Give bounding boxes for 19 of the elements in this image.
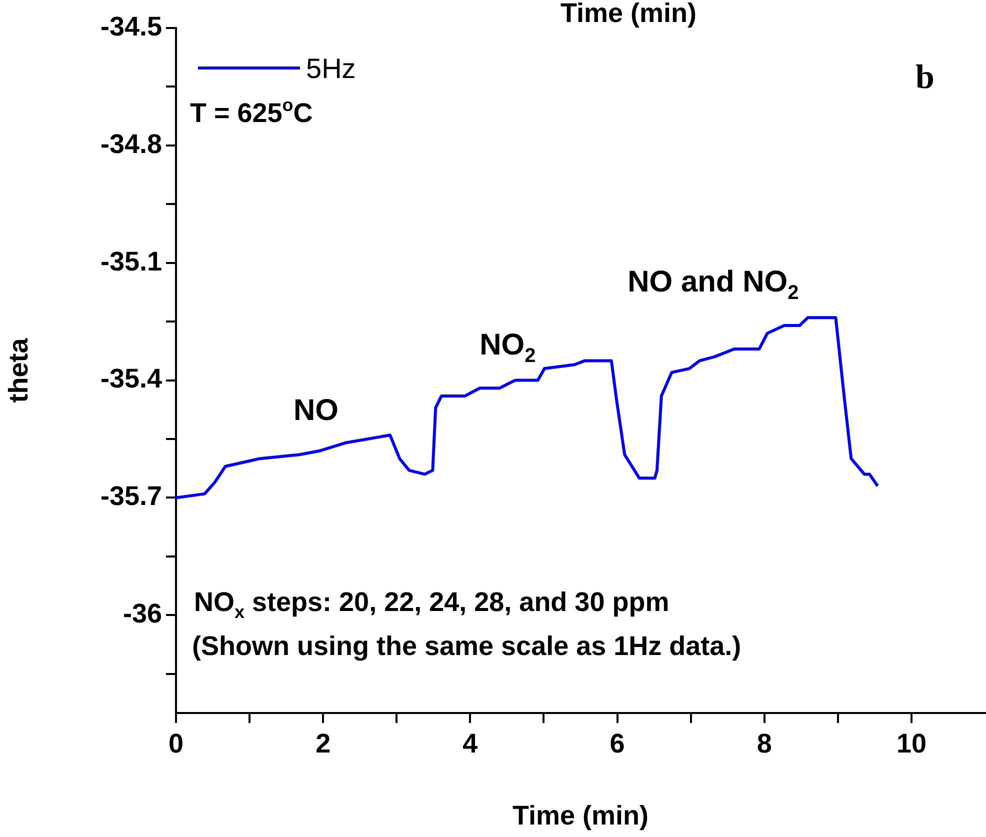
x-tick-label: 6 — [610, 728, 625, 759]
x-tick-label: 10 — [896, 728, 926, 759]
x-tick-label: 8 — [756, 728, 772, 759]
y-tick-label: -35.7 — [100, 481, 162, 512]
chart-title: Time (min) — [560, 0, 697, 28]
x-tick-label: 4 — [462, 728, 478, 759]
legend-label: 5Hz — [306, 53, 356, 84]
annotation: b — [916, 59, 934, 96]
y-tick-label: -34.8 — [100, 128, 162, 159]
x-axis-title: Time (min) — [512, 800, 649, 830]
y-tick-label: -34.5 — [100, 11, 162, 42]
x-tick-label: 0 — [168, 728, 184, 759]
y-axis-title: theta — [4, 337, 34, 403]
annotation: NO — [293, 394, 338, 427]
annotation: (Shown using the same scale as 1Hz data.) — [192, 631, 742, 661]
y-tick-label: -35.4 — [100, 364, 162, 394]
y-tick-label: -36 — [122, 598, 162, 629]
x-tick-label: 2 — [316, 728, 331, 759]
y-tick-label: -35.1 — [100, 246, 162, 276]
